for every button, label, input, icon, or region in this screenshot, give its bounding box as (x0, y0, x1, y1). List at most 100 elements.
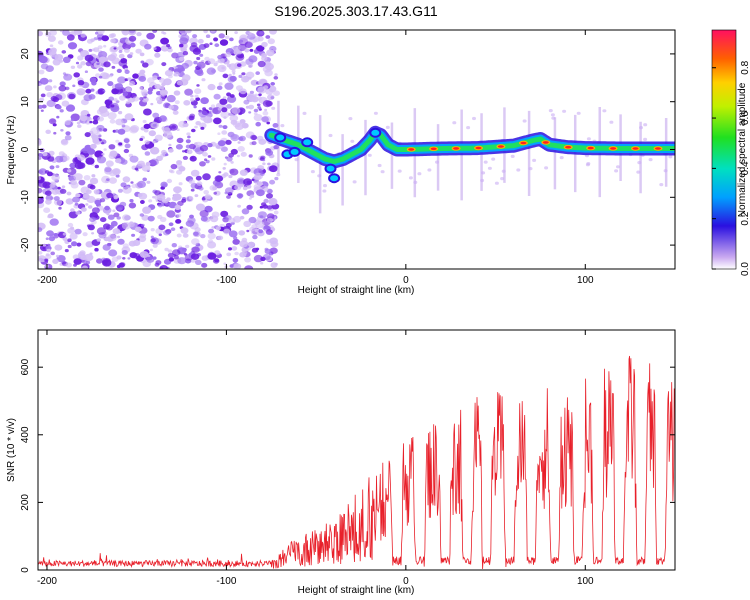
noise-speckle (48, 48, 57, 56)
noise-speckle (131, 233, 136, 237)
noise-speckle (130, 181, 134, 184)
noise-speckle (216, 85, 223, 91)
noise-speckle (67, 238, 72, 242)
noise-speckle (192, 34, 198, 39)
colorbar-ticks: 0.0 0.2 0.4 0.6 0.8 (712, 60, 750, 276)
noise-speckle (182, 150, 185, 153)
noise-speckle (222, 96, 227, 99)
noise-speckle (112, 209, 116, 213)
noise-speckle (228, 73, 232, 77)
noise-speckle (107, 214, 115, 220)
noise-speckle (185, 244, 190, 249)
noise-speckle (61, 185, 66, 189)
noise-speckle (195, 121, 201, 126)
noise-speckle (184, 88, 194, 96)
noise-speckle (210, 30, 216, 33)
ridge-scatter (586, 137, 591, 141)
noise-speckle (173, 186, 182, 194)
noise-speckle (211, 157, 216, 161)
noise-speckle (41, 104, 47, 109)
noise-speckle (213, 191, 217, 195)
noise-speckle (136, 31, 142, 37)
noise-speckle (190, 94, 194, 98)
noise-speckle (84, 54, 94, 62)
noise-speckle (269, 179, 276, 185)
noise-speckle (265, 149, 274, 156)
noise-speckle (213, 62, 218, 67)
noise-speckle (230, 161, 234, 164)
noise-speckle (190, 188, 195, 192)
noise-speckle (189, 155, 197, 162)
noise-speckle (85, 241, 94, 248)
noise-speckle (49, 44, 54, 48)
noise-speckle (261, 53, 267, 58)
noise-speckle (218, 33, 225, 39)
noise-speckle (213, 117, 222, 125)
ridge-scatter (302, 111, 307, 115)
noise-speckle (250, 194, 255, 198)
noise-speckle (201, 197, 206, 201)
noise-speckle (173, 71, 180, 77)
noise-speckle (38, 104, 43, 109)
noise-speckle (235, 53, 245, 61)
noise-speckle (70, 208, 75, 212)
snr-x-axis-title: Height of straight line (km) (298, 585, 415, 596)
noise-speckle (168, 222, 174, 227)
noise-speckle (139, 213, 145, 217)
noise-speckle (62, 155, 70, 161)
noise-speckle (51, 189, 59, 195)
noise-speckle (117, 238, 125, 245)
noise-speckle (97, 37, 102, 41)
noise-speckle (228, 112, 233, 116)
noise-speckle (180, 34, 190, 42)
noise-speckle (187, 135, 191, 139)
noise-speckle (187, 217, 196, 224)
noise-speckle (239, 169, 248, 176)
noise-speckle (38, 153, 43, 157)
noise-speckle (58, 206, 62, 210)
noise-speckle (176, 213, 182, 218)
noise-speckle (200, 234, 206, 239)
ridge-scatter (487, 166, 492, 170)
noise-speckle (72, 254, 80, 260)
noise-speckle (80, 61, 86, 66)
noise-speckle (96, 238, 102, 242)
ridge-scatter (562, 109, 567, 113)
noise-speckle (259, 205, 264, 209)
noise-speckle (81, 265, 88, 269)
noise-speckle (122, 214, 131, 221)
noise-speckle (172, 249, 181, 256)
noise-speckle (244, 48, 250, 53)
noise-speckle (269, 165, 278, 173)
noise-speckle (49, 183, 56, 188)
noise-speckle (54, 54, 64, 61)
noise-speckle (75, 61, 80, 65)
noise-speckle (203, 190, 209, 195)
noise-speckle (261, 41, 268, 48)
noise-speckle (121, 222, 131, 230)
ridge-core (453, 147, 460, 150)
noise-speckle (62, 237, 68, 241)
noise-speckle (170, 227, 176, 231)
noise-speckle (202, 152, 208, 157)
noise-speckle (123, 138, 130, 144)
noise-speckle (91, 48, 96, 52)
noise-speckle (52, 96, 59, 103)
noise-speckle (129, 52, 134, 56)
noise-speckle (241, 237, 248, 243)
noise-speckle (75, 211, 81, 215)
noise-speckle (228, 217, 236, 224)
noise-speckle (46, 248, 51, 253)
noise-speckle (85, 157, 95, 165)
ridge-scatter (350, 139, 355, 143)
colorbar-tick-label: 0.4 (740, 161, 750, 175)
noise-speckle (140, 60, 145, 64)
noise-speckle (260, 155, 266, 160)
noise-speckle (49, 30, 57, 36)
ridge-scatter (413, 180, 418, 184)
noise-speckle (88, 205, 93, 209)
noise-speckle (148, 130, 156, 137)
noise-speckle (92, 138, 100, 144)
noise-speckle (211, 226, 215, 229)
noise-speckle (182, 233, 189, 238)
